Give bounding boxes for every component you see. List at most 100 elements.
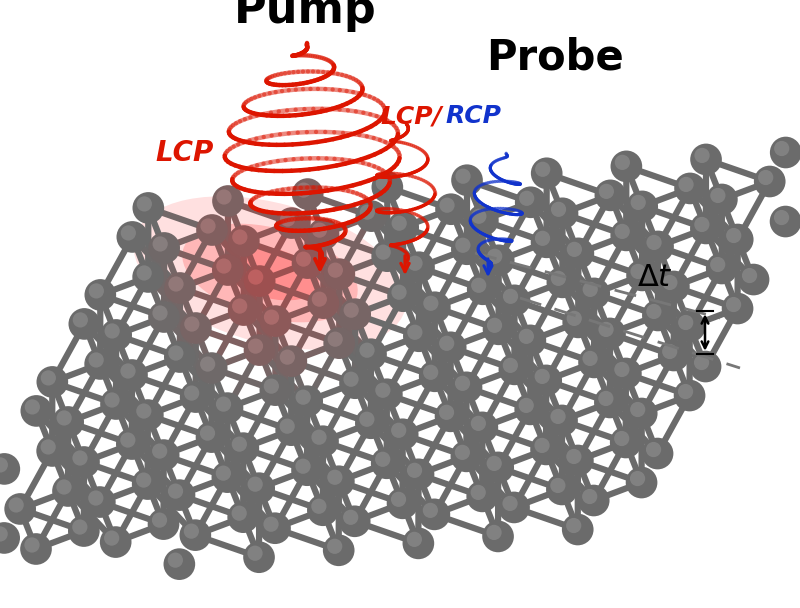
Point [540,168,553,178]
Point [492,255,505,265]
Point [313,432,326,442]
Point [122,228,134,238]
Point [78,526,90,536]
Text: Pump: Pump [234,0,376,32]
Point [524,198,537,207]
Point [0,464,10,474]
Point [249,548,262,558]
Point [412,469,425,479]
Point [234,232,246,242]
Point [632,198,645,207]
Point [74,522,86,532]
Point [218,192,230,202]
Point [488,252,501,261]
Point [583,492,596,502]
Point [222,196,234,206]
Point [302,189,314,199]
Text: Probe: Probe [486,37,624,79]
Point [317,437,330,446]
Point [286,218,298,228]
Point [775,213,788,223]
Point [584,285,597,294]
Point [428,510,441,519]
Point [138,406,150,416]
Point [122,366,134,376]
Point [317,505,330,515]
Point [202,221,214,231]
Point [409,327,422,337]
Point [461,175,474,185]
Point [317,299,330,308]
Point [599,393,612,403]
Point [189,530,202,540]
Point [333,477,346,486]
Point [408,466,421,475]
Point [169,555,182,565]
Point [472,280,485,290]
Point [58,482,70,492]
Point [711,260,724,269]
Point [313,225,326,235]
Point [568,244,581,254]
Point [619,368,632,378]
Point [173,559,186,569]
Point [695,219,708,229]
Point [285,426,298,435]
Point [476,491,489,501]
Point [635,478,648,488]
Point [169,486,182,496]
Point [699,224,712,233]
Point [0,460,6,470]
Point [715,195,728,204]
Point [520,193,533,203]
Point [620,162,633,171]
Point [361,345,374,355]
Point [142,203,154,213]
Point [365,211,378,221]
Point [126,439,138,449]
Point [492,325,505,334]
Point [488,458,501,468]
Point [667,282,680,291]
Point [317,229,330,239]
Point [253,552,266,562]
Point [731,235,744,244]
Point [663,278,676,288]
Point [381,251,394,261]
Point [635,409,648,418]
Text: LCP: LCP [156,139,214,167]
Point [647,444,660,454]
Point [747,275,760,285]
Point [731,303,744,313]
Point [536,371,549,381]
Point [250,272,262,282]
Point [524,404,537,414]
Point [217,468,230,478]
Point [472,488,485,497]
Point [381,182,394,192]
Point [441,201,454,210]
Point [683,391,696,401]
Point [74,453,86,463]
Point [488,320,501,330]
Point [460,382,473,392]
Point [473,212,486,221]
Point [540,238,553,247]
Point [158,312,170,322]
Point [202,359,214,369]
Point [90,493,102,503]
Point [679,317,692,327]
Point [620,230,633,240]
Point [282,214,294,224]
Point [683,322,696,331]
Point [218,261,230,271]
Point [265,313,278,322]
Point [571,525,584,534]
Point [190,392,202,402]
Point [457,171,470,181]
Point [477,215,490,225]
Point [600,187,613,196]
Ellipse shape [182,224,358,322]
Point [524,336,537,345]
Point [460,452,473,461]
